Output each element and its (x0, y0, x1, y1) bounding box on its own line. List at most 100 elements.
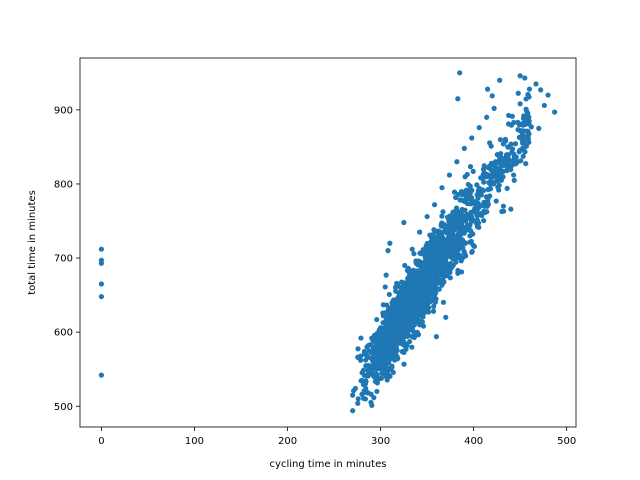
data-point (364, 355, 370, 361)
data-point (394, 354, 400, 360)
data-point (448, 247, 454, 253)
data-point (434, 243, 440, 250)
data-point (382, 310, 388, 316)
data-point (514, 159, 520, 165)
data-point (444, 266, 450, 272)
data-point (429, 276, 435, 282)
data-point (487, 186, 494, 192)
data-point (352, 385, 359, 392)
data-point (427, 232, 433, 238)
data-point (461, 145, 467, 151)
data-point (491, 105, 497, 111)
data-point (434, 274, 440, 280)
data-point (511, 177, 517, 183)
data-point (417, 229, 423, 235)
data-point (411, 330, 418, 336)
data-point (522, 116, 528, 123)
outlier-point (98, 260, 104, 266)
data-point (388, 330, 394, 336)
data-point (371, 395, 377, 401)
data-point (424, 268, 430, 274)
data-point (355, 396, 361, 402)
data-point (445, 250, 451, 257)
data-point (433, 334, 440, 340)
data-point (459, 255, 466, 261)
data-point (394, 281, 400, 287)
data-point (380, 302, 386, 308)
x-tick-label: 0 (98, 436, 104, 447)
data-point (385, 320, 391, 326)
data-point (450, 255, 456, 261)
data-point (523, 135, 529, 141)
data-point (446, 172, 453, 178)
data-point (401, 361, 407, 367)
data-point (350, 392, 356, 398)
data-point (493, 198, 499, 204)
data-point (464, 223, 470, 229)
data-point (431, 202, 438, 208)
data-point (533, 81, 539, 87)
data-point (372, 378, 378, 385)
data-point (508, 122, 515, 128)
data-point (462, 215, 468, 222)
data-point (498, 151, 504, 157)
data-point (523, 160, 529, 167)
data-point (364, 344, 370, 350)
data-point (428, 288, 434, 294)
data-point (438, 264, 444, 270)
data-point (481, 179, 487, 185)
data-point (536, 125, 542, 131)
data-point (424, 240, 430, 247)
data-point (362, 381, 369, 387)
data-point (358, 335, 364, 341)
data-point (505, 152, 512, 158)
data-point (448, 238, 454, 244)
plot-frame (79, 57, 577, 428)
data-point (519, 122, 526, 128)
data-point (474, 217, 480, 223)
data-point (475, 189, 481, 195)
data-point (401, 349, 407, 355)
data-point (387, 373, 393, 379)
data-point (411, 303, 417, 309)
y-tick-label: 700 (54, 254, 73, 265)
data-point (362, 396, 369, 402)
data-point (492, 159, 498, 165)
data-point (403, 294, 410, 300)
data-point (431, 303, 437, 309)
data-point (387, 240, 393, 246)
data-point (383, 353, 389, 359)
data-point (476, 125, 482, 131)
data-point (409, 246, 415, 252)
data-point (359, 391, 365, 397)
data-point (360, 367, 367, 373)
data-point (523, 96, 529, 102)
data-point (437, 256, 443, 263)
data-point (497, 167, 503, 173)
data-point (455, 96, 461, 102)
data-point (350, 408, 356, 414)
data-point (370, 338, 376, 344)
data-point (453, 194, 459, 201)
data-point (467, 233, 473, 239)
data-point (450, 209, 456, 215)
data-point (426, 299, 432, 305)
data-point (393, 288, 399, 294)
data-point (415, 332, 422, 338)
data-point (444, 214, 451, 220)
data-point (389, 365, 395, 371)
data-point (515, 119, 521, 125)
data-point (424, 213, 430, 220)
data-point (417, 271, 423, 277)
data-point (455, 238, 461, 245)
data-point (374, 373, 380, 379)
data-point (454, 159, 460, 165)
data-point (480, 171, 486, 178)
data-point (450, 229, 456, 236)
data-point (390, 340, 396, 347)
data-point (406, 338, 413, 345)
data-point (397, 331, 403, 338)
data-point (363, 385, 369, 392)
data-point (441, 279, 447, 285)
data-point (482, 203, 488, 209)
